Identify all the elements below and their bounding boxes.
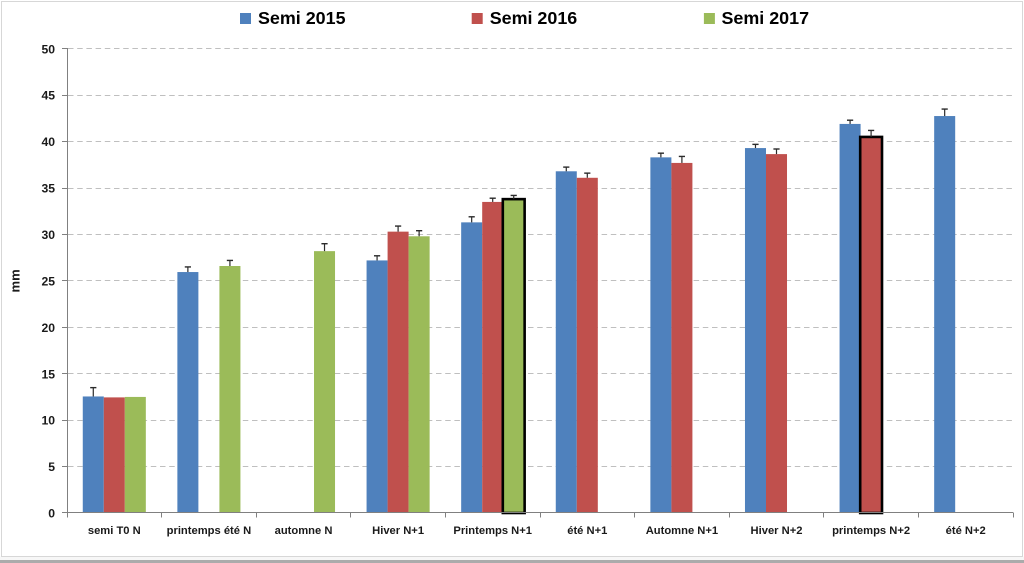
svg-text:Semi 2016: Semi 2016 (490, 8, 578, 28)
svg-text:été N+2: été N+2 (946, 525, 986, 537)
svg-text:Semi 2015: Semi 2015 (258, 8, 346, 28)
svg-text:0: 0 (48, 507, 55, 521)
svg-text:5: 5 (48, 460, 55, 474)
svg-text:15: 15 (41, 367, 55, 381)
svg-text:20: 20 (41, 321, 55, 335)
svg-text:Automne N+1: Automne N+1 (646, 525, 718, 537)
svg-text:50: 50 (41, 42, 55, 56)
svg-text:Semi 2017: Semi 2017 (722, 8, 810, 28)
svg-text:mm: mm (7, 269, 22, 292)
svg-text:automne N: automne N (275, 525, 333, 537)
svg-text:Hiver N+1: Hiver N+1 (372, 525, 424, 537)
svg-text:Hiver N+2: Hiver N+2 (751, 525, 803, 537)
svg-text:semi T0 N: semi T0 N (88, 525, 141, 537)
svg-text:35: 35 (41, 182, 55, 196)
svg-text:printemps été N: printemps été N (167, 525, 252, 537)
svg-text:40: 40 (41, 135, 55, 149)
svg-text:10: 10 (41, 414, 55, 428)
svg-text:Printemps N+1: Printemps N+1 (453, 525, 532, 537)
svg-text:printemps N+2: printemps N+2 (832, 525, 910, 537)
svg-text:45: 45 (41, 89, 55, 103)
svg-text:30: 30 (41, 228, 55, 242)
svg-text:été N+1: été N+1 (567, 525, 607, 537)
svg-text:25: 25 (41, 275, 55, 289)
